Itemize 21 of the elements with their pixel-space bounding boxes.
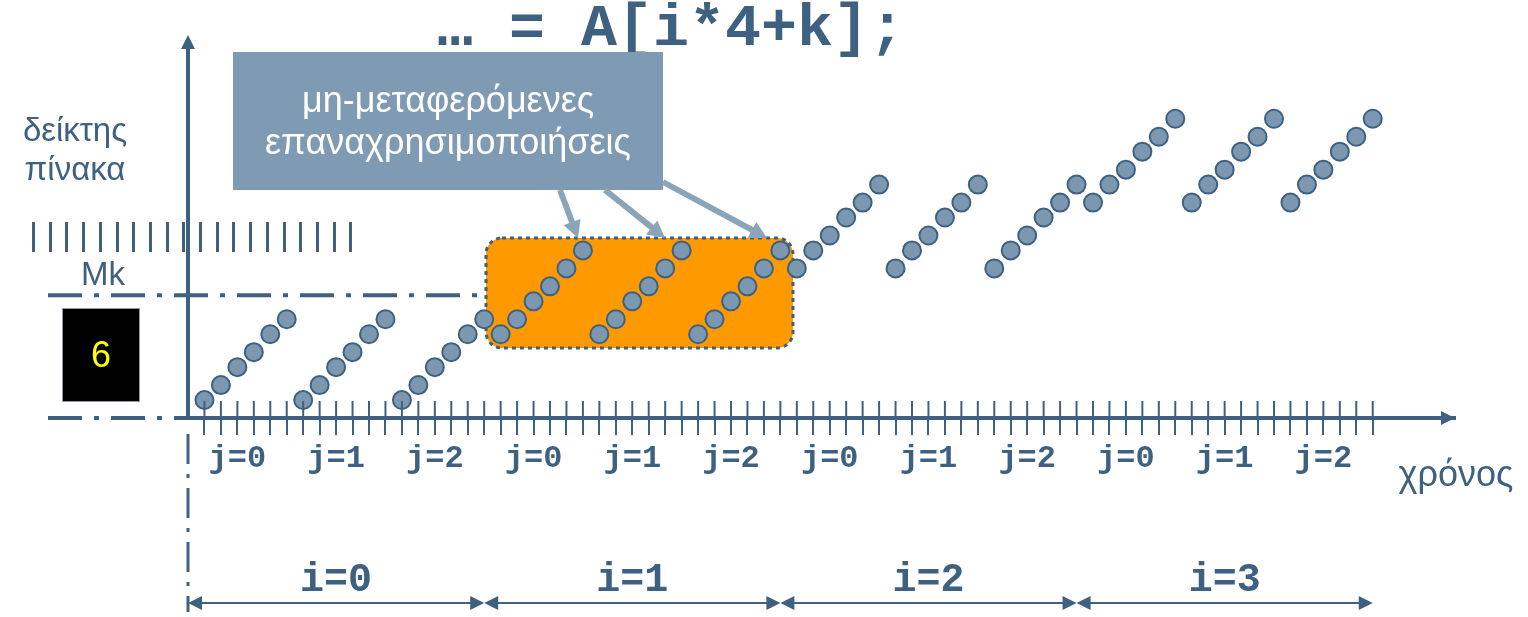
- text: i=3: [1188, 558, 1261, 603]
- chart-title: … = A[i*4+k];: [437, 0, 906, 63]
- x-tick-label: j=2: [702, 440, 760, 478]
- x-tick-label: j=0: [504, 440, 563, 478]
- x-tick-label: j=1: [603, 440, 662, 478]
- x-tick-label: j=1: [899, 440, 958, 478]
- text: i=2: [892, 558, 965, 603]
- x-axis-title: χρόνος: [1398, 453, 1514, 494]
- y-axis-title: δείκτης πίνακα: [22, 111, 128, 187]
- x-tick-label: j=0: [800, 440, 859, 478]
- x-tick-label: j=2: [406, 440, 464, 478]
- x-tick-label: j=2: [998, 440, 1056, 478]
- ref-line-label: Mk: [81, 255, 126, 293]
- x-tick-label: j=2: [1294, 440, 1353, 478]
- text: i=1: [596, 558, 669, 603]
- x-tick-label: j=0: [208, 440, 267, 478]
- text: i=0: [300, 558, 373, 603]
- annotation: μη-μεταφερόμενες επαναχρησιμοποιήσεις: [265, 79, 631, 162]
- x-tick-label: j=1: [1195, 440, 1254, 478]
- x-tick-label: j=0: [1097, 440, 1155, 478]
- x-tick-label: j=1: [307, 440, 365, 478]
